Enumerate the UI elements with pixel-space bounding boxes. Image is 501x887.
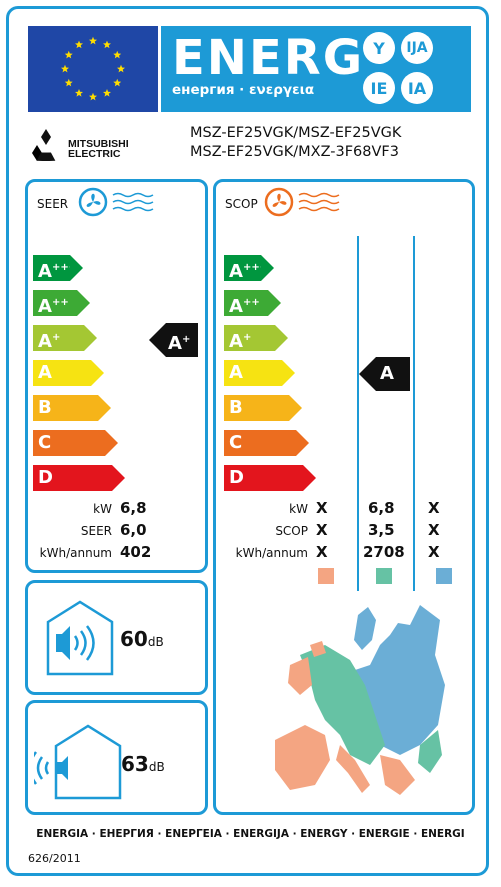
eu-star-icon xyxy=(61,64,69,73)
eu-stars-icon xyxy=(61,36,125,101)
column-divider xyxy=(357,236,359,591)
scop-class-letter: A xyxy=(229,261,243,282)
seer-class-bar: B xyxy=(33,395,111,421)
indoor-unit-speaker-icon xyxy=(44,598,116,682)
seer-class-letter: B xyxy=(38,397,52,418)
europe-climate-map xyxy=(270,595,460,809)
scop-class-plus: ++ xyxy=(242,297,260,308)
scop-label-kw: kW xyxy=(289,502,308,516)
scop-title: SCOP xyxy=(225,197,258,211)
cold-zone-swatch xyxy=(436,568,452,584)
scop-average-kwh: 2708 xyxy=(363,543,405,561)
seer-value-kw: 6,8 xyxy=(120,499,147,517)
scop-cold-scop: X xyxy=(428,521,440,539)
brand-name: MITSUBISHI ELECTRIC xyxy=(68,138,129,160)
eu-star-icon xyxy=(89,36,97,45)
scop-class-plus: +++ xyxy=(242,262,269,273)
seer-class-bar: A+ xyxy=(33,325,97,352)
eu-star-icon xyxy=(117,64,125,73)
indoor-noise-panel xyxy=(25,580,208,695)
scop-class-letter: C xyxy=(229,432,243,453)
scop-class-bar: A+++ xyxy=(224,255,274,282)
seer-class-letter: A xyxy=(38,296,52,317)
language-badge: IE xyxy=(363,72,395,104)
scop-class-letter: A xyxy=(229,331,243,352)
seer-class-letter: A xyxy=(38,331,52,352)
scop-class-letter: A xyxy=(229,296,243,317)
scop-warm-scop: X xyxy=(316,521,328,539)
eu-star-icon xyxy=(103,40,111,49)
scop-class-bar: D xyxy=(224,465,316,491)
energy-subtitle: енергия · ενεργεια xyxy=(172,82,315,98)
brand-logo xyxy=(28,129,64,165)
label-frame xyxy=(6,6,489,876)
seer-title: SEER xyxy=(37,197,69,211)
scop-class-letter: B xyxy=(229,397,243,418)
scop-cold-kw: X xyxy=(428,499,440,517)
scop-class-bar: B xyxy=(224,395,302,421)
seer-label-seer: SEER xyxy=(80,524,112,538)
eu-star-icon xyxy=(89,92,97,101)
language-badge: IJA xyxy=(401,32,433,64)
scop-warm-kw: X xyxy=(316,499,328,517)
seer-label-kwh: kWh/annum xyxy=(39,546,112,560)
scop-class-bar: A+ xyxy=(224,325,288,352)
scop-label-kwh: kWh/annum xyxy=(235,546,308,560)
indoor-noise-value: 60dB xyxy=(120,627,164,651)
scop-rating-marker: A xyxy=(359,357,410,391)
scop-class-plus: + xyxy=(242,332,252,343)
eu-star-icon xyxy=(64,50,73,59)
eu-star-icon xyxy=(64,78,73,87)
column-divider xyxy=(413,236,415,591)
language-badge: Y xyxy=(363,32,395,64)
eu-star-icon xyxy=(103,89,111,97)
regulation-number: 626/2011 xyxy=(28,852,81,865)
footer-languages: ENERGIA · ЕНЕРГИЯ · ΕΝΕΡΓΕΙΑ · ENERGIJA … xyxy=(36,828,465,840)
seer-class-plus: ++ xyxy=(51,297,69,308)
seer-class-letter: D xyxy=(38,467,53,488)
seer-class-letter: A xyxy=(38,261,52,282)
seer-class-plus: +++ xyxy=(51,262,78,273)
scop-cold-kwh: X xyxy=(428,543,440,561)
energy-word: ENERG xyxy=(172,30,365,86)
outdoor-noise-value: 63dB xyxy=(121,752,165,776)
seer-class-letter: A xyxy=(38,362,52,383)
model-line-1: MSZ-EF25VGK/MSZ-EF25VGK xyxy=(190,125,402,141)
seer-class-letter: C xyxy=(38,432,52,453)
warm-zone-swatch xyxy=(318,568,334,584)
scop-class-letter: A xyxy=(229,362,243,383)
seer-label-kw: kW xyxy=(93,502,112,516)
seer-rating-marker: A+ xyxy=(149,323,198,357)
scop-warm-kwh: X xyxy=(316,543,328,561)
scop-label-scop: SCOP xyxy=(275,524,308,538)
heating-fan-icon xyxy=(263,186,347,222)
seer-value-kwh: 402 xyxy=(120,543,152,561)
eu-star-icon xyxy=(75,89,83,97)
seer-class-bar: C xyxy=(33,430,118,456)
model-line-2: MSZ-EF25VGK/MXZ-3F68VF3 xyxy=(190,144,399,160)
scop-average-kw: 6,8 xyxy=(368,499,395,517)
eu-flag xyxy=(28,26,158,112)
eu-star-icon xyxy=(113,50,122,59)
seer-class-plus: + xyxy=(51,332,61,343)
cooling-fan-icon xyxy=(77,186,161,222)
seer-class-bar: A++ xyxy=(33,290,90,317)
seer-class-bar: A xyxy=(33,360,104,386)
scop-class-bar: A++ xyxy=(224,290,281,317)
seer-class-bar: A+++ xyxy=(33,255,83,282)
eu-star-icon xyxy=(75,40,83,49)
scop-class-letter: D xyxy=(229,467,244,488)
outdoor-unit-speaker-icon xyxy=(28,722,124,806)
scop-average-scop: 3,5 xyxy=(368,521,395,539)
mitsubishi-diamonds-icon xyxy=(32,129,56,162)
average-zone-swatch xyxy=(376,568,392,584)
language-badge: IA xyxy=(401,72,433,104)
scop-class-bar: C xyxy=(224,430,309,456)
seer-class-bar: D xyxy=(33,465,125,491)
scop-class-bar: A xyxy=(224,360,295,386)
seer-value-seer: 6,0 xyxy=(120,521,147,539)
eu-star-icon xyxy=(113,78,122,87)
